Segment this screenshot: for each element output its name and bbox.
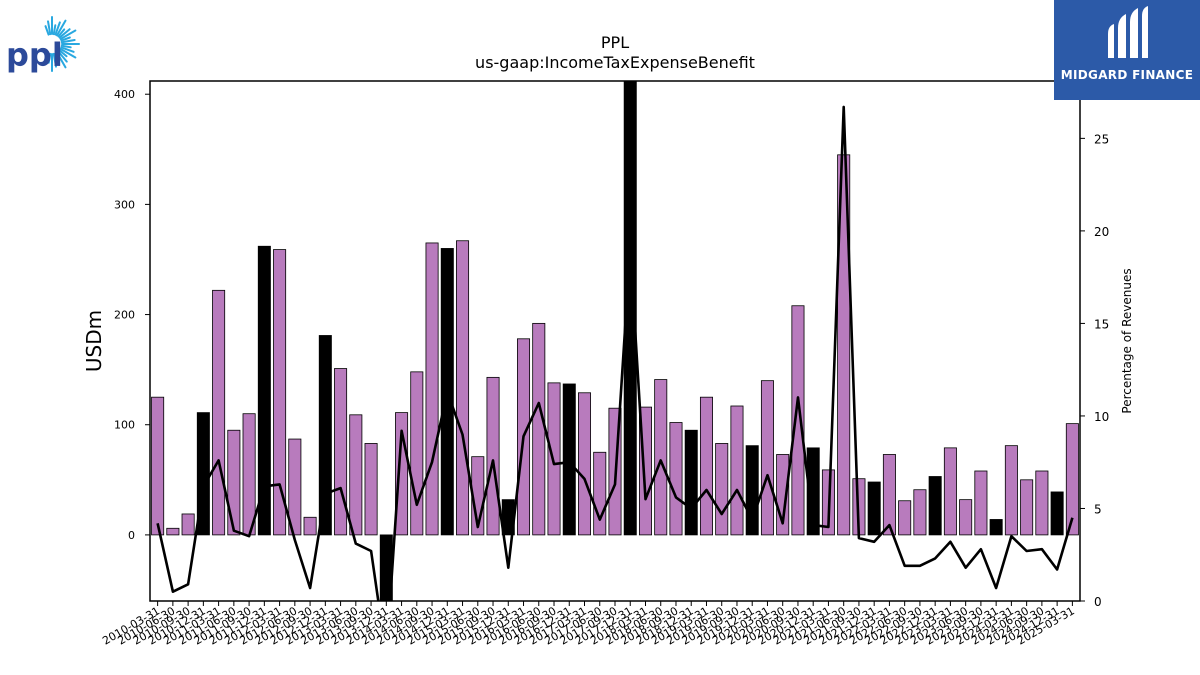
bar xyxy=(654,379,668,536)
bar xyxy=(837,154,851,536)
bar xyxy=(181,513,195,536)
ppl-logo: ppl xyxy=(6,16,80,74)
midgard-finance-logo: MIDGARD FINANCE xyxy=(1054,0,1200,100)
y2-tick-label: 5 xyxy=(1094,502,1102,516)
bar xyxy=(349,414,363,536)
bar xyxy=(1004,445,1018,536)
bar xyxy=(257,245,271,536)
bar xyxy=(913,489,927,536)
bar xyxy=(212,289,226,536)
y2-tick-label: 0 xyxy=(1094,595,1102,609)
bar xyxy=(943,447,957,536)
ppl-logo-text: ppl xyxy=(6,36,63,74)
bar xyxy=(699,396,713,536)
bar xyxy=(532,322,546,536)
bar xyxy=(745,445,759,536)
bar xyxy=(593,451,607,536)
bar xyxy=(562,383,576,536)
bar xyxy=(867,481,881,536)
y-tick-label: 300 xyxy=(114,198,135,211)
bar xyxy=(669,422,683,536)
bar xyxy=(623,81,637,536)
bar xyxy=(974,470,988,536)
bar xyxy=(898,500,912,536)
ppl-rays-icon xyxy=(44,16,80,72)
y2-tick-label: 20 xyxy=(1094,225,1109,239)
bar xyxy=(273,249,287,536)
bar xyxy=(1020,479,1034,536)
bar xyxy=(791,305,805,536)
bar xyxy=(959,499,973,536)
midgard-logo-text: MIDGARD FINANCE xyxy=(1060,68,1194,82)
bar xyxy=(730,405,744,536)
bar xyxy=(303,516,317,536)
chart-subtitle: us-gaap:IncomeTaxExpenseBenefit xyxy=(475,53,755,72)
y-tick-label: 400 xyxy=(114,88,135,101)
bar xyxy=(882,454,896,536)
chart-title: PPL xyxy=(601,33,629,52)
bar xyxy=(166,527,180,536)
bar xyxy=(760,380,774,536)
percentage-line-series xyxy=(156,105,1074,601)
bar xyxy=(425,242,439,536)
bar xyxy=(288,438,302,536)
y-tick-label: 0 xyxy=(128,529,135,542)
bar xyxy=(715,443,729,536)
bar xyxy=(318,335,332,536)
bar xyxy=(456,240,470,536)
bar xyxy=(578,392,592,536)
bar xyxy=(410,371,424,536)
y2-axis-label: Percentage of Revenues xyxy=(1120,268,1134,413)
bar xyxy=(151,396,165,536)
y2-tick-label: 25 xyxy=(1094,132,1109,146)
bar xyxy=(242,413,256,536)
y-tick-label: 200 xyxy=(114,309,135,322)
percentage-line xyxy=(156,105,1074,601)
bar xyxy=(684,429,698,536)
bar xyxy=(486,376,500,536)
axes: 010020030040005101520252010-03-312010-06… xyxy=(100,80,1109,648)
bar xyxy=(1035,470,1049,536)
midgard-mark-icon xyxy=(1108,6,1148,58)
bar xyxy=(334,368,348,536)
bar xyxy=(989,519,1003,536)
bar xyxy=(1050,491,1064,536)
y-axis-label: USDm xyxy=(82,310,106,372)
bar xyxy=(806,447,820,536)
bar-series xyxy=(151,81,1079,601)
y2-tick-label: 10 xyxy=(1094,410,1109,424)
bar xyxy=(1065,423,1079,536)
bar xyxy=(227,429,241,536)
y2-tick-label: 15 xyxy=(1094,317,1109,331)
y-tick-label: 100 xyxy=(114,419,135,432)
bar xyxy=(928,476,942,536)
bar xyxy=(364,443,378,536)
